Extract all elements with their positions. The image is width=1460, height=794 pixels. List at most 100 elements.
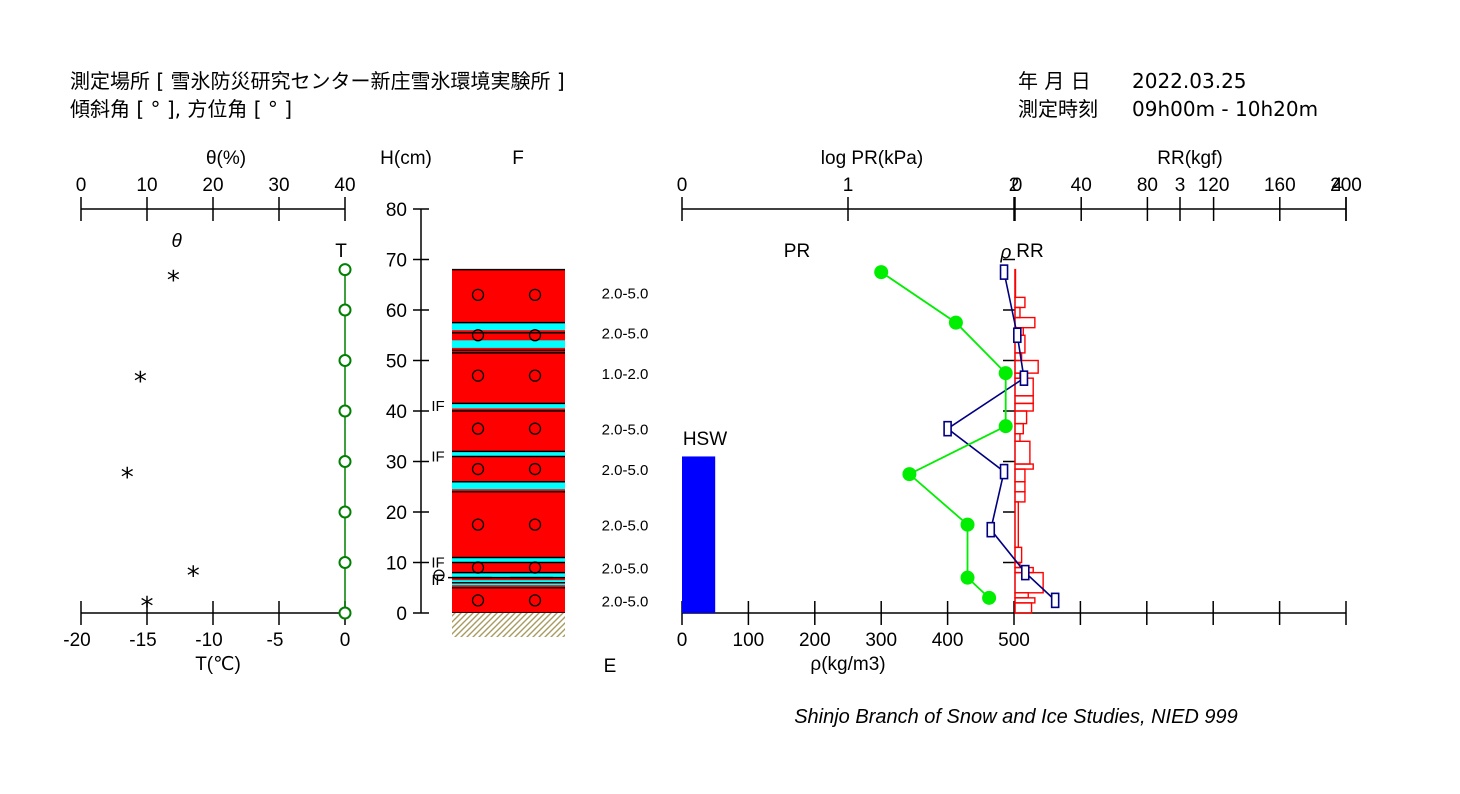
grain-size-label: 2.0-5.0 <box>602 285 649 302</box>
grain-shape-marker <box>528 288 542 302</box>
grain-shape-marker <box>471 329 485 342</box>
pr-point <box>902 467 917 482</box>
rr-bar <box>1014 268 1017 299</box>
ice-layer-label: IF <box>431 398 444 415</box>
profile-top-label: F <box>512 148 524 169</box>
rr-bar <box>1014 422 1024 435</box>
density-line <box>946 271 1056 601</box>
temperature-tick-label: -20 <box>63 630 90 651</box>
density-tick-label: 0 <box>677 630 688 651</box>
rr-tick-label: 40 <box>1071 175 1092 196</box>
grain-shape-marker <box>471 462 485 476</box>
ice-layer-band <box>452 322 565 331</box>
rr-bar <box>1014 296 1026 309</box>
height-tick-label: 70 <box>386 251 407 272</box>
theta-tick-label: 0 <box>76 175 87 196</box>
pr-point <box>948 315 963 330</box>
density-point <box>1013 327 1022 344</box>
grain-size-label: 1.0-2.0 <box>602 366 649 383</box>
theta-series-label: θ <box>172 231 183 252</box>
temperature-tick-label: -15 <box>129 630 156 651</box>
time-label: 測定時刻 <box>1018 97 1098 121</box>
density-point <box>943 420 952 437</box>
rr-tick-label: 0 <box>1012 175 1023 196</box>
pr-point <box>998 366 1013 381</box>
ice-layer-band <box>452 557 565 563</box>
rr-series-label: RR <box>1016 241 1043 262</box>
rr-tick-label: 120 <box>1198 175 1230 196</box>
rho-series-label: ρ <box>1000 242 1012 263</box>
height-axis-title: H(cm) <box>380 148 432 169</box>
grain-size-label: 2.0-5.0 <box>602 561 649 578</box>
theta-point: * <box>134 367 147 397</box>
rr-bar <box>1014 602 1033 614</box>
ice-layer-band <box>452 572 565 578</box>
theta-tick-label: 40 <box>334 175 355 196</box>
rr-bar <box>1014 372 1021 379</box>
temperature-tick-label: -5 <box>267 630 284 651</box>
density-tick-label: 200 <box>799 630 831 651</box>
rr-bar <box>1014 481 1026 493</box>
grain-size-label: 2.0-5.0 <box>602 593 649 610</box>
rr-bar <box>1014 402 1034 412</box>
height-tick-label: 40 <box>386 402 407 423</box>
theta-point: * <box>187 562 200 592</box>
theta-point: * <box>141 592 154 622</box>
ground-hatch <box>452 613 565 637</box>
rr-tick-label: 200 <box>1330 175 1362 196</box>
pr-point <box>982 590 997 605</box>
grain-shape-marker <box>528 561 542 574</box>
grain-shape-marker <box>528 369 542 382</box>
pr-tick-label: 1 <box>843 175 854 196</box>
rr-bar <box>1014 316 1036 329</box>
temperature-point <box>338 455 352 468</box>
rr-bar <box>1014 306 1021 319</box>
ice-layer-label: IF <box>431 554 444 571</box>
density-tick-label: 100 <box>733 630 765 651</box>
profile-bottom-label: E <box>604 656 617 677</box>
rr-axis-title: RR(kgf) <box>1157 148 1222 169</box>
grain-shape-marker <box>471 561 485 574</box>
temperature-point <box>338 556 352 569</box>
rr-bar <box>1014 592 1029 599</box>
density-point <box>999 264 1009 280</box>
date-value: 2022.03.25 <box>1132 69 1247 93</box>
theta-point: * <box>167 266 180 296</box>
credit-text: Shinjo Branch of Snow and Ice Studies, N… <box>794 706 1238 728</box>
height-tick-label: 80 <box>386 200 407 221</box>
rr-bar <box>1014 491 1026 503</box>
grain-shape-marker <box>471 518 485 531</box>
grain-shape-marker <box>528 329 542 342</box>
density-point <box>1020 564 1030 581</box>
rr-tick-label: 80 <box>1137 175 1158 196</box>
grain-size-label: 2.0-5.0 <box>602 518 649 535</box>
temperature-axis-title: T(℃) <box>195 654 241 675</box>
ice-layer-band <box>452 481 565 490</box>
theta-axis-title: θ(%) <box>206 148 246 169</box>
rr-bar <box>1014 501 1020 549</box>
grain-shape-marker <box>471 422 485 435</box>
grain-shape-marker <box>528 462 542 476</box>
theta-tick-label: 30 <box>268 175 289 196</box>
height-tick-label: 30 <box>386 453 407 474</box>
rr-bar <box>1014 433 1021 443</box>
height-tick-label: 0 <box>396 604 407 625</box>
rr-bar <box>1014 597 1036 604</box>
pr-tick-label: 2 <box>1009 175 1020 196</box>
temperature-point <box>338 505 352 519</box>
time-value: 09h00m - 10h20m <box>1132 97 1318 121</box>
grain-size-label: 2.0-5.0 <box>602 462 649 479</box>
hsw-bar <box>682 456 716 613</box>
density-point <box>1050 592 1060 609</box>
density-tick-label: 500 <box>998 630 1030 651</box>
temperature-point <box>338 404 352 418</box>
pr-point <box>960 517 975 532</box>
height-tick-label: 60 <box>386 301 407 322</box>
density-point <box>986 521 996 538</box>
density-axis-title: ρ(kg/m3) <box>810 654 885 675</box>
theta-tick-label: 20 <box>202 175 223 196</box>
pr-line <box>880 271 1007 599</box>
theta-point: * <box>121 463 134 493</box>
pr-point <box>960 570 975 585</box>
